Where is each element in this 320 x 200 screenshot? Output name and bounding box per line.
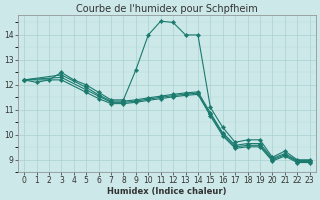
Title: Courbe de l'humidex pour Schpfheim: Courbe de l'humidex pour Schpfheim <box>76 4 258 14</box>
X-axis label: Humidex (Indice chaleur): Humidex (Indice chaleur) <box>107 187 227 196</box>
